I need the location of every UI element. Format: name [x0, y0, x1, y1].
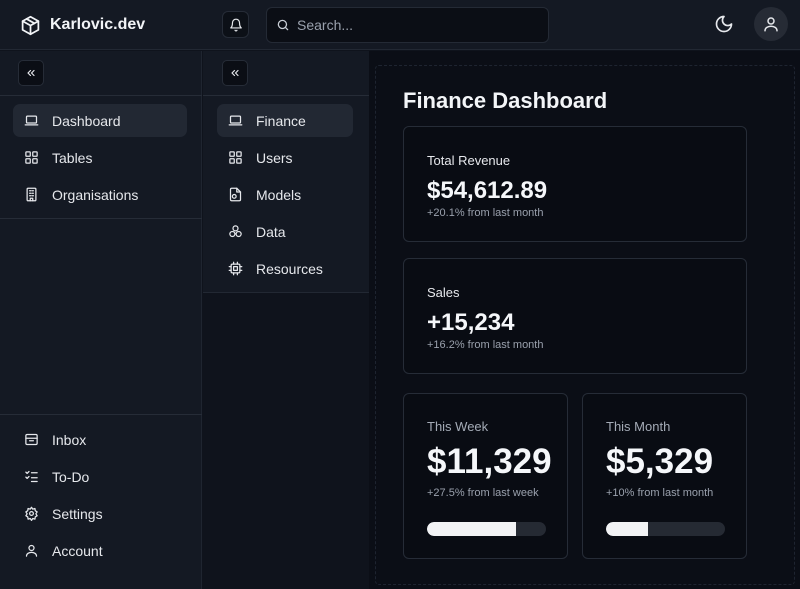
chip-icon: [228, 261, 243, 276]
subnav-item-label: Users: [256, 149, 293, 166]
subnav-item-users[interactable]: Users: [217, 141, 353, 174]
user-icon: [762, 15, 780, 33]
divider: [0, 95, 202, 96]
search-input[interactable]: [297, 17, 527, 33]
moon-icon: [714, 14, 734, 34]
chevrons-left-icon: [229, 67, 241, 79]
laptop-icon: [228, 113, 243, 128]
card-value: $11,329: [427, 442, 552, 481]
card-label: This Month: [606, 419, 671, 434]
main-content: Finance Dashboard Total Revenue $54,612.…: [369, 51, 800, 589]
sidebar-item-account[interactable]: Account: [13, 534, 187, 567]
notifications-button[interactable]: [222, 11, 249, 38]
progress-fill: [606, 522, 648, 536]
theme-toggle-button[interactable]: [714, 14, 736, 36]
divider: [203, 95, 369, 96]
progress-bar: [606, 522, 725, 536]
grid-icon: [228, 150, 243, 165]
collapse-sidebar-button[interactable]: [18, 60, 44, 86]
collapse-subnav-button[interactable]: [222, 60, 248, 86]
checklist-icon: [24, 469, 39, 484]
top-bar: Karlovic.dev: [0, 0, 800, 50]
building-icon: [24, 187, 39, 202]
divider: [0, 414, 202, 415]
sidebar-item-label: Organisations: [52, 186, 139, 203]
user-icon: [24, 543, 39, 558]
cluster-icon: [228, 224, 243, 239]
sidebar-item-label: Tables: [52, 149, 93, 166]
subnav-item-finance[interactable]: Finance: [217, 104, 353, 137]
card-subtext: +16.2% from last month: [427, 339, 544, 351]
card-label: This Week: [427, 419, 489, 434]
subnav-item-resources[interactable]: Resources: [217, 252, 353, 285]
sidebar-item-inbox[interactable]: Inbox: [13, 423, 187, 456]
card-value: $5,329: [606, 442, 714, 481]
sidebar-item-settings[interactable]: Settings: [13, 497, 187, 530]
this-week-card: This Week $11,329 +27.5% from last week: [403, 393, 568, 559]
card-subtext: +20.1% from last month: [427, 207, 544, 219]
subnav-item-models[interactable]: Models: [217, 178, 353, 211]
sidebar-item-organisations[interactable]: Organisations: [13, 178, 187, 211]
sidebar-item-label: Account: [52, 542, 103, 559]
user-menu-button[interactable]: [754, 7, 788, 41]
grid-icon: [24, 150, 39, 165]
brand[interactable]: Karlovic.dev: [20, 14, 145, 36]
brand-name: Karlovic.dev: [50, 16, 146, 33]
progress-bar: [427, 522, 546, 536]
this-month-card: This Month $5,329 +10% from last month: [582, 393, 747, 559]
total-revenue-card: Total Revenue $54,612.89 +20.1% from las…: [403, 126, 747, 242]
subnav-item-label: Finance: [256, 112, 306, 129]
secondary-sidebar: Finance Users Models Data Re: [203, 51, 369, 293]
search-icon: [276, 18, 290, 32]
sidebar-item-todo[interactable]: To-Do: [13, 460, 187, 493]
primary-sidebar: Dashboard Tables Organisations Inbox: [0, 51, 202, 589]
page-title: Finance Dashboard: [403, 88, 608, 113]
content-frame: [375, 65, 795, 585]
sidebar-item-label: To-Do: [52, 468, 90, 485]
chevrons-left-icon: [25, 67, 37, 79]
subnav-item-label: Resources: [256, 260, 323, 277]
search-bar[interactable]: [266, 7, 549, 43]
card-subtext: +27.5% from last week: [427, 487, 539, 499]
inbox-icon: [24, 432, 39, 447]
bell-icon: [229, 18, 243, 32]
card-label: Total Revenue: [427, 153, 511, 168]
card-value: $54,612.89: [427, 177, 548, 204]
sidebar-item-label: Dashboard: [52, 112, 121, 129]
subnav-item-label: Data: [256, 223, 286, 240]
laptop-icon: [24, 113, 39, 128]
sidebar-item-label: Inbox: [52, 431, 87, 448]
gear-icon: [24, 506, 39, 521]
progress-fill: [427, 522, 517, 536]
divider: [0, 218, 202, 219]
cube-icon: [20, 15, 41, 36]
card-label: Sales: [427, 285, 460, 300]
sidebar-item-label: Settings: [52, 505, 103, 522]
sales-card: Sales +15,234 +16.2% from last month: [403, 258, 747, 374]
file-icon: [228, 187, 243, 202]
subnav-item-label: Models: [256, 186, 302, 203]
sidebar-item-tables[interactable]: Tables: [13, 141, 187, 174]
sidebar-item-dashboard[interactable]: Dashboard: [13, 104, 187, 137]
card-value: +15,234: [427, 309, 515, 336]
card-subtext: +10% from last month: [606, 487, 714, 499]
subnav-item-data[interactable]: Data: [217, 215, 353, 248]
